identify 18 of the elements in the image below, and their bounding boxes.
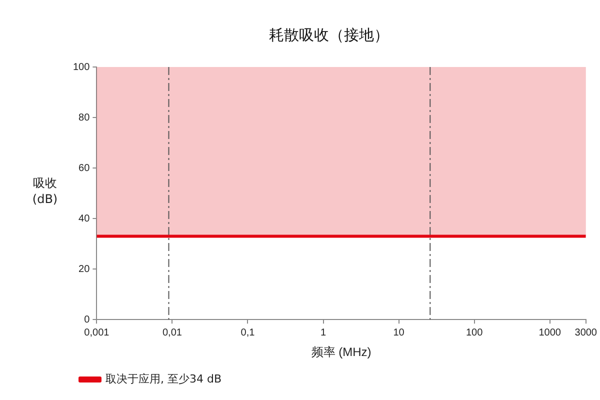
x-tick-label: 1000	[538, 327, 562, 338]
y-tick-label: 80	[78, 112, 90, 124]
y-tick-label: 0	[84, 314, 90, 326]
x-tick-label: 10	[393, 327, 405, 338]
y-tick-label: 20	[78, 264, 90, 275]
x-tick-label: 0,01	[162, 327, 182, 338]
y-axis-title: 吸收 (dB)	[31, 175, 59, 207]
x-tick-label: 3000	[574, 327, 598, 338]
y-tick-label: 60	[78, 162, 90, 174]
x-tick-label: 0,001	[84, 327, 110, 338]
legend-label: 取决于应用, 至少34 dB	[106, 372, 222, 386]
y-tick-label: 100	[72, 62, 90, 73]
x-tick-label: 0,1	[240, 327, 256, 338]
x-axis-title: 频率 (MHz)	[311, 345, 372, 360]
x-tick-label: 100	[466, 327, 484, 338]
y-tick-label: 40	[78, 213, 90, 224]
x-tick-label: 1	[320, 327, 326, 338]
chart-title: 耗散吸收（接地）	[269, 26, 389, 44]
